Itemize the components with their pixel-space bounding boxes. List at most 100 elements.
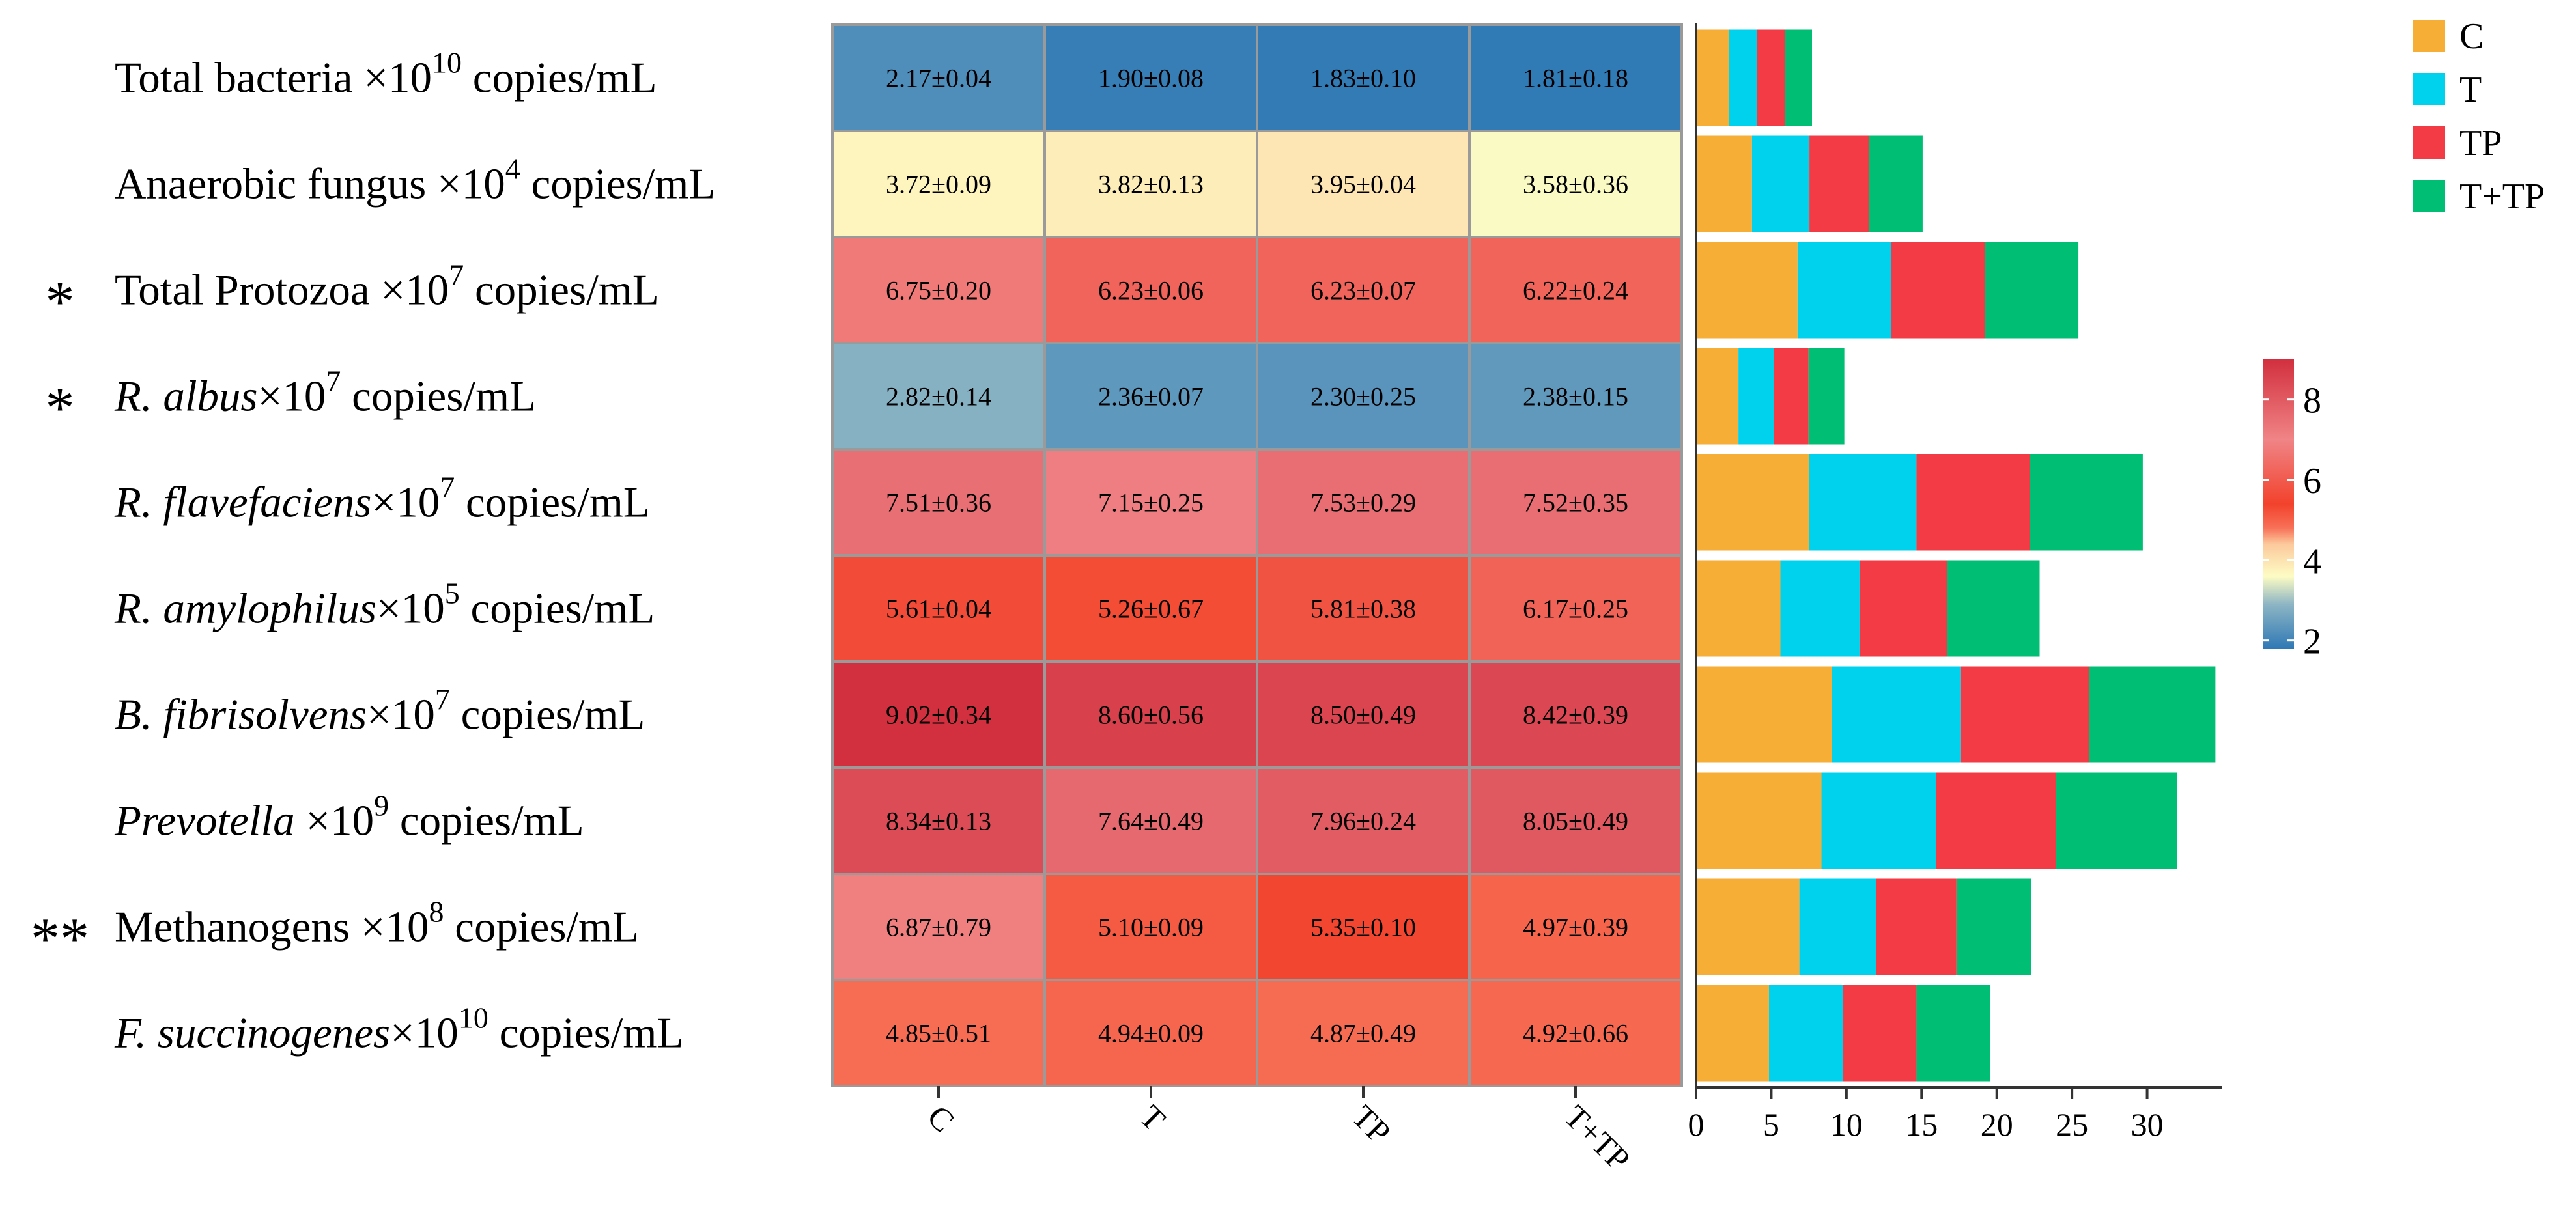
row-label-exponent: 7 [435,683,450,716]
row-label-multiplier: ×10 [367,691,435,739]
row-label-multiplier: ×10 [350,903,429,951]
heatmap-cell [1043,130,1258,238]
heatmap-cell [1468,660,1683,769]
heatmap-cell-value: 7.51±0.36 [886,488,991,518]
heatmap-grid: 2.17±0.04 1.90±0.08 1.83±0.10 1.81±0.18 3.72… [831,23,1683,1087]
colorbar-tick-label: 8 [2303,381,2321,421]
row-label-multiplier: ×10 [376,585,445,633]
row-label-multiplier: ×10 [426,160,505,208]
stacked-bar-segment [1696,348,1739,445]
row-label-name: Prevotella [114,797,295,845]
heatmap-cell-value: 3.82±0.13 [1098,170,1204,199]
row-label-exponent: 4 [505,152,520,186]
row-label-multiplier: ×10 [371,479,440,527]
stacked-bar-x-tick-label: 30 [2131,1106,2164,1143]
heatmap-cell [831,766,1046,875]
heatmap-cell-value: 6.23±0.06 [1098,276,1204,305]
stacked-bar-segment [2056,772,2177,869]
row-label: Total bacteria ×1010 copies/mL [115,46,657,102]
heatmap-cell-value: 6.23±0.07 [1310,276,1416,305]
legend-swatch [2413,180,2445,212]
heatmap-cell [831,448,1046,557]
significance-marker: * [46,376,75,441]
heatmap-cell-value: 9.02±0.34 [886,701,991,730]
heatmap-cell [1468,342,1683,451]
row-label-name: B. fibrisolvens [115,691,367,739]
stacked-bar-segment [1936,772,2056,869]
heatmap-cell [1468,236,1683,344]
row-label-unit: copies/mL [444,903,640,951]
row-label: Methanogens ×108 copies/mL [115,895,639,951]
stacked-bar-segment [1821,772,1936,869]
stacked-bar-segment [1859,560,1947,657]
row-label: R. flavefaciens×107 copies/mL [114,471,650,527]
stacked-bar-segment [1757,29,1785,126]
colorbar-scale [2263,359,2294,649]
row-label-exponent: 9 [374,789,389,822]
heatmap-cell-value: 4.97±0.39 [1523,913,1628,942]
stacked-bar-segment [1785,29,1812,126]
row-label: R. albus×107 copies/mL [114,365,536,421]
stacked-bar-segment [1843,985,1917,1082]
legend: CT TP T+TP [2413,16,2545,217]
heatmap-cell [831,23,1046,132]
row-label-multiplier: ×10 [258,372,326,421]
heatmap-cell-value: 2.82±0.14 [886,382,991,412]
stacked-bar-x-tick-label: 25 [2056,1106,2088,1143]
colorbar-tick-label: 6 [2303,461,2321,501]
heatmap-cell-value: 7.96±0.24 [1310,807,1416,836]
heatmap-cell [1468,23,1683,132]
row-label-unit: copies/mL [389,797,584,845]
heatmap-cell-value: 5.26±0.67 [1098,594,1204,624]
legend-swatch [2413,20,2445,52]
stacked-bar-x-axis: 0 5 10 15 20 25 30 [1688,23,2222,1143]
heatmap-cell [1468,448,1683,557]
significance-marker: ** [31,907,89,971]
legend-swatch [2413,73,2445,105]
heatmap-cell [1043,554,1258,663]
row-label-unit: copies/mL [488,1009,684,1057]
legend-swatch [2413,126,2445,159]
stacked-bar-segment [2088,666,2216,763]
heatmap-cell [1256,448,1471,557]
stacked-bar-x-tick-label: 20 [1981,1106,2013,1143]
row-label-name: Anaerobic fungus [115,160,426,208]
heatmap-cell-value: 5.61±0.04 [886,594,991,624]
stacked-bar-segment [1799,878,1876,975]
row-label-name: F. succinogenes [114,1009,390,1057]
heatmap-cell-value: 1.90±0.08 [1098,64,1204,93]
stacked-bar-chart [1696,29,2216,1082]
heatmap-cell-value: 8.42±0.39 [1523,701,1628,730]
heatmap-cell [1468,979,1683,1087]
row-label-unit: copies/mL [462,54,657,102]
row-labels: Total bacteria ×1010 copies/mL Anaerobic … [31,46,715,1057]
heatmap-x-tick-label: C [920,1098,961,1139]
row-label-name: R. flavefaciens [114,479,371,527]
row-label-name: R. amylophilus [114,585,376,633]
stacked-bar-segment [1738,348,1774,445]
heatmap-cell-value: 5.81±0.38 [1310,594,1416,624]
stacked-bar-segment [1768,985,1844,1082]
stacked-bar-x-tick-label: 0 [1688,1106,1705,1143]
heatmap-cell-value: 2.17±0.04 [886,64,991,93]
row-label-multiplier: ×10 [390,1009,459,1057]
stacked-bar-segment [1696,666,1832,763]
heatmap-cell-value: 3.95±0.04 [1310,170,1416,199]
row-label-name: R. albus [114,372,258,421]
heatmap-cell [1043,342,1258,451]
stacked-bar-segment [1696,454,1809,551]
heatmap-cell-value: 7.64±0.49 [1098,807,1204,836]
row-label-unit: copies/mL [341,372,536,421]
heatmap-cell-value: 4.85±0.51 [886,1019,991,1048]
row-label-name: Total Protozoa [115,266,370,314]
stacked-bar-segment [1876,878,1957,975]
heatmap-cell-value: 6.17±0.25 [1523,594,1628,624]
legend-label: T [2459,70,2482,110]
stacked-bar-segment [1891,242,1985,339]
heatmap-cell [1256,660,1471,769]
stacked-bar-segment [1808,348,1845,445]
stacked-bar-segment [1916,985,1991,1082]
stacked-bar-segment [1729,29,1757,126]
stacked-bar-segment [1869,135,1923,232]
row-label-unit: copies/mL [520,160,716,208]
